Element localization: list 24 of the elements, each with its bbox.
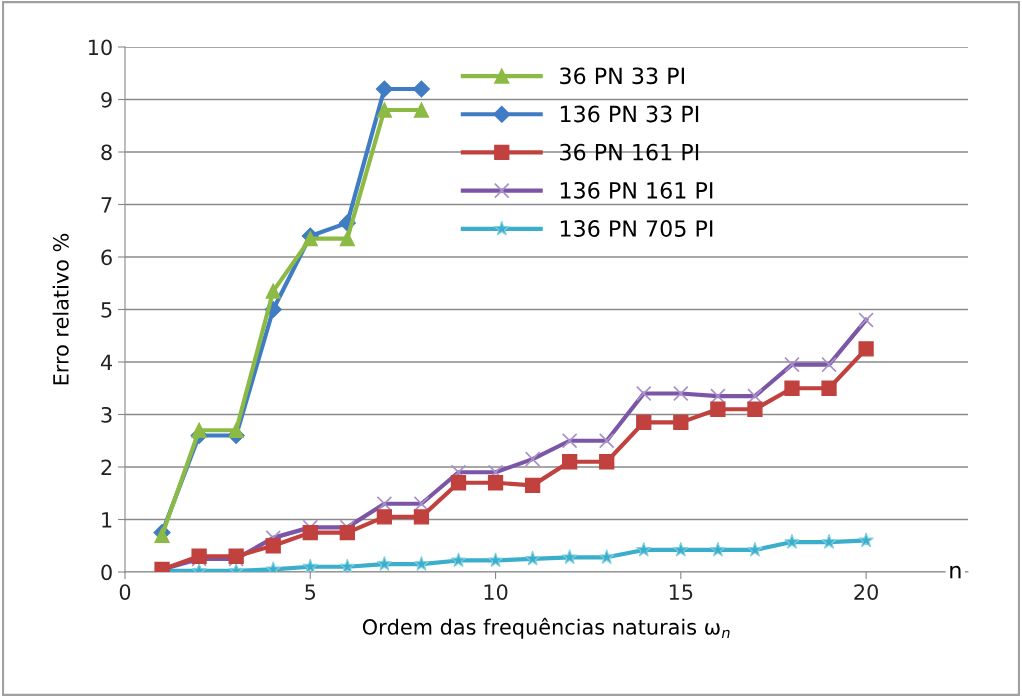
y-tick-label: 8	[101, 144, 112, 161]
x-tick-label: 0	[119, 584, 131, 600]
y-axis-title: Erro relativo %	[52, 233, 69, 385]
y-tick-label: 0	[101, 564, 112, 581]
x-tick-label: 15	[669, 584, 693, 600]
y-tick-label: 4	[100, 354, 113, 370]
y-tick-label: 1	[102, 512, 112, 528]
legend-label: 136 PN 705 PI	[560, 220, 713, 237]
y-tick-label: 2	[101, 459, 112, 475]
y-tick-label: 6	[101, 249, 112, 266]
x-tick-label: 5	[305, 584, 316, 600]
y-tick-label: 5	[101, 302, 112, 318]
legend-label: 136 PN 161 PI	[560, 181, 713, 199]
y-tick-label: 3	[101, 406, 112, 423]
x-tick-label: 10	[484, 584, 508, 600]
x-tick-label: 20	[854, 584, 878, 600]
x-axis-title: Ordem das frequências naturais ω$_{n}$	[362, 617, 730, 639]
y-tick-label: 7	[101, 197, 112, 213]
legend-label: 36 PN 161 PI	[560, 143, 699, 161]
legend-label: 36 PN 33 PI	[560, 67, 684, 85]
legend-label: 136 PN 33 PI	[560, 105, 699, 123]
y-tick-label: 10	[88, 39, 112, 56]
annotation: n	[950, 565, 961, 579]
y-tick-label: 9	[101, 91, 112, 108]
